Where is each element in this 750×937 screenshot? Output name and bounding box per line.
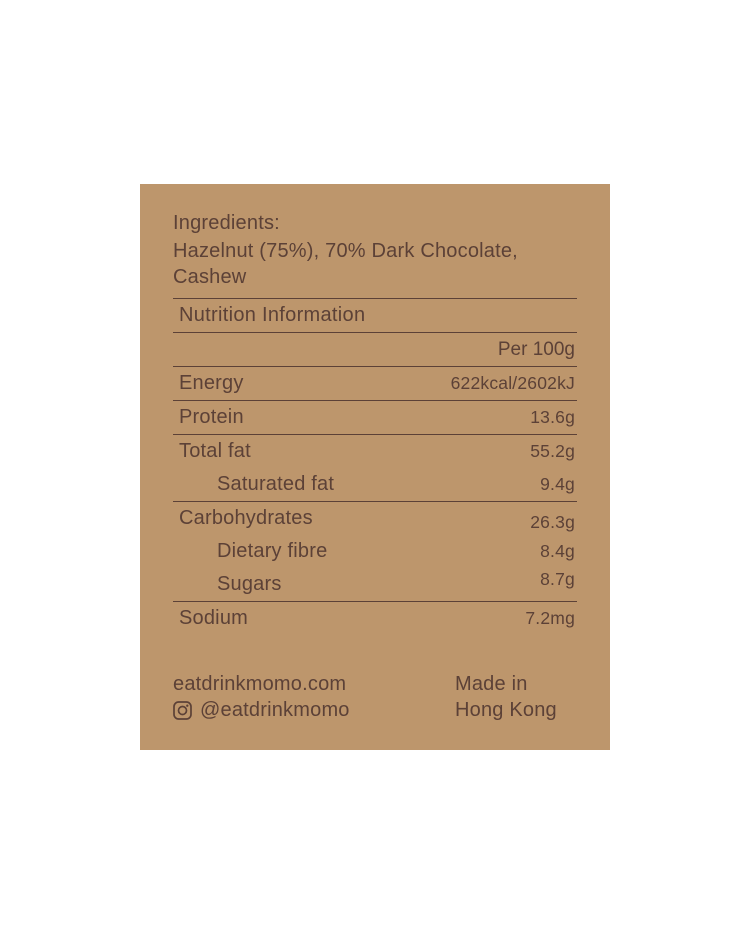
ingredients-list: Hazelnut (75%), 70% Dark Chocolate, Cash…	[173, 240, 518, 288]
row-label: Carbohydrates	[179, 507, 313, 529]
row-label: Total fat	[179, 440, 251, 462]
row-value: 26.3g	[530, 512, 575, 532]
row-value: 8.4g	[540, 541, 575, 561]
row-value: 13.6g	[530, 407, 575, 427]
row-label: Saturated fat	[217, 473, 335, 495]
made-in-line2: Hong Kong	[455, 699, 557, 721]
table-row: Protein 13.6g	[173, 401, 577, 434]
nutrition-label-card: Ingredients: Hazelnut (75%), 70% Dark Ch…	[140, 184, 610, 750]
instagram-line: @eatdrinkmomo	[173, 697, 455, 723]
nutrition-group-energy: Energy 622kcal/2602kJ	[173, 367, 577, 401]
table-row: Carbohydrates 26.3g	[173, 502, 577, 535]
ingredients-section: Ingredients: Hazelnut (75%), 70% Dark Ch…	[173, 210, 577, 299]
row-label: Protein	[179, 406, 244, 428]
row-value: 7.2mg	[525, 608, 575, 628]
table-row: Energy 622kcal/2602kJ	[173, 367, 577, 400]
row-label: Dietary fibre	[217, 540, 328, 562]
footer-contact-column: eatdrinkmomo.com @eatdrinkmomo	[173, 671, 455, 723]
nutrition-group-sodium: Sodium 7.2mg	[173, 602, 577, 635]
table-row: Total fat 55.2g	[173, 435, 577, 468]
instagram-handle: @eatdrinkmomo	[200, 699, 350, 721]
made-in-line1: Made in	[455, 673, 528, 695]
nutrition-group-protein: Protein 13.6g	[173, 401, 577, 435]
instagram-icon	[173, 700, 192, 720]
row-value: 622kcal/2602kJ	[450, 373, 575, 393]
row-value: 55.2g	[530, 441, 575, 461]
table-row: Sodium 7.2mg	[173, 602, 577, 635]
row-label: Energy	[179, 372, 244, 394]
website-text: eatdrinkmomo.com	[173, 673, 347, 695]
row-label: Sugars	[217, 573, 282, 595]
row-value: 8.7g	[540, 569, 575, 589]
per-100g-column-header: Per 100g	[173, 333, 577, 367]
row-value: 9.4g	[540, 474, 575, 494]
table-row: Saturated fat 9.4g	[173, 468, 577, 501]
nutrition-group-fat: Total fat 55.2g Saturated fat 9.4g	[173, 435, 577, 502]
table-row: Dietary fibre 8.4g	[173, 535, 577, 568]
table-row: Sugars 8.7g	[173, 568, 577, 601]
row-label: Sodium	[179, 607, 249, 629]
nutrition-group-carbohydrates: Carbohydrates 26.3g Dietary fibre 8.4g S…	[173, 502, 577, 602]
ingredients-title: Ingredients:	[173, 212, 280, 234]
label-footer: eatdrinkmomo.com @eatdrinkmomo Made in H…	[173, 671, 577, 723]
footer-origin-column: Made in Hong Kong	[455, 671, 577, 723]
nutrition-section-title: Nutrition Information	[173, 299, 577, 333]
